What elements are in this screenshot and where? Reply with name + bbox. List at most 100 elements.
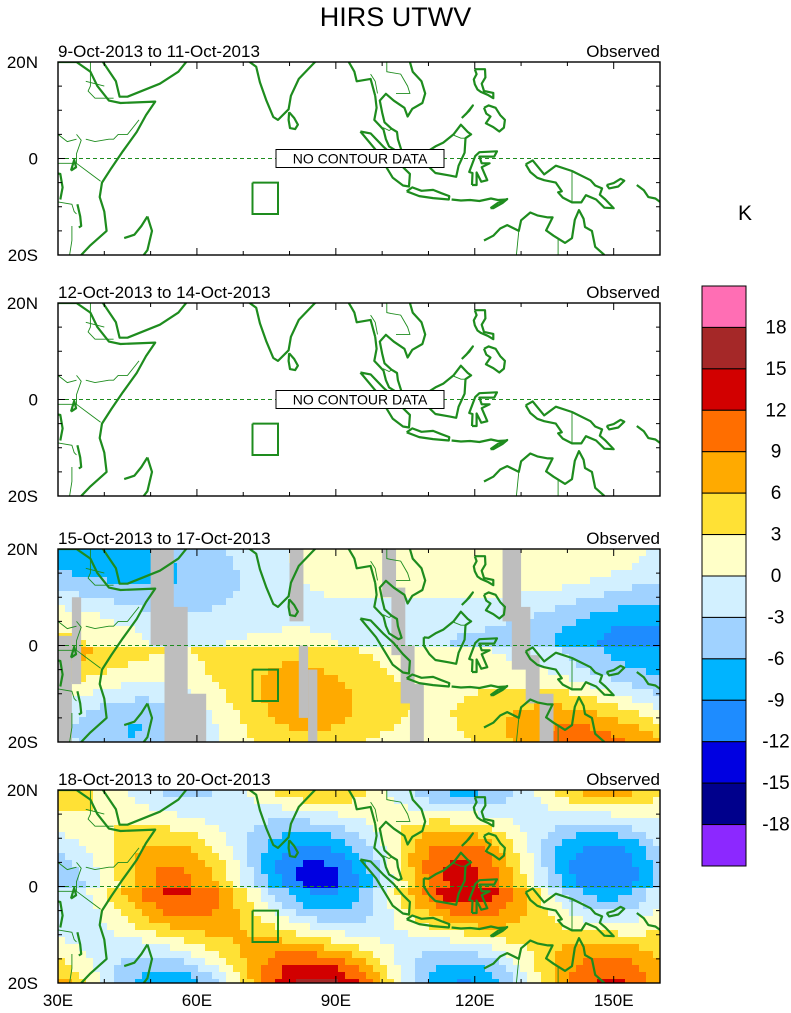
anomaly-cell xyxy=(471,654,479,662)
anomaly-cell xyxy=(478,930,486,938)
anomaly-cell xyxy=(177,839,185,847)
anomaly-cell xyxy=(457,923,465,931)
anomaly-cell xyxy=(422,661,430,669)
anomaly-cell xyxy=(338,965,346,973)
anomaly-cell xyxy=(233,668,241,676)
anomaly-cell xyxy=(317,668,325,676)
anomaly-cell xyxy=(93,612,101,620)
anomaly-cell xyxy=(576,874,584,882)
anomaly-cell xyxy=(611,577,619,585)
anomaly-cell xyxy=(219,874,227,882)
anomaly-cell xyxy=(373,626,381,634)
anomaly-cell xyxy=(100,944,108,952)
anomaly-cell xyxy=(639,951,647,959)
anomaly-cell xyxy=(198,972,206,980)
anomaly-cell xyxy=(618,839,626,847)
anomaly-cell xyxy=(114,958,122,966)
anomaly-cell xyxy=(331,682,339,690)
anomaly-cell xyxy=(583,937,591,945)
anomaly-cell xyxy=(429,570,437,578)
anomaly-cell xyxy=(184,633,192,641)
anomaly-cell xyxy=(443,640,451,648)
anomaly-cell xyxy=(191,668,199,676)
anomaly-cell xyxy=(359,738,367,742)
anomaly-cell xyxy=(401,738,409,742)
anomaly-cell xyxy=(149,881,157,889)
anomaly-cell xyxy=(72,832,80,840)
anomaly-cell xyxy=(219,916,227,924)
anomaly-cell xyxy=(625,902,633,910)
anomaly-cell xyxy=(534,724,542,732)
anomaly-cell xyxy=(373,860,381,868)
anomaly-cell xyxy=(373,703,381,711)
anomaly-cell xyxy=(646,944,654,952)
anomaly-cell xyxy=(135,930,143,938)
anomaly-cell xyxy=(394,790,402,798)
anomaly-cell xyxy=(177,797,185,805)
anomaly-cell xyxy=(268,717,276,725)
anomaly-cell xyxy=(576,577,584,585)
anomaly-cell xyxy=(401,563,409,571)
anomaly-cell xyxy=(268,605,276,613)
anomaly-cell xyxy=(604,923,612,931)
anomaly-cell xyxy=(317,633,325,641)
anomaly-cell xyxy=(338,654,346,662)
anomaly-cell xyxy=(443,797,451,805)
anomaly-cell xyxy=(499,895,507,903)
anomaly-cell xyxy=(233,661,241,669)
anomaly-cell xyxy=(114,724,122,732)
anomaly-cell xyxy=(429,605,437,613)
anomaly-cell xyxy=(331,944,339,952)
anomaly-cell xyxy=(387,825,395,833)
anomaly-cell xyxy=(93,923,101,931)
anomaly-cell xyxy=(135,916,143,924)
anomaly-cell xyxy=(569,668,577,676)
anomaly-cell xyxy=(590,895,598,903)
anomaly-cell xyxy=(387,860,395,868)
anomaly-cell xyxy=(513,909,521,917)
anomaly-cell xyxy=(345,591,353,599)
anomaly-cell xyxy=(653,647,660,655)
anomaly-cell xyxy=(520,818,528,826)
anomaly-cell xyxy=(618,951,626,959)
anomaly-cell xyxy=(163,944,171,952)
anomaly-cell xyxy=(443,790,451,798)
anomaly-cell xyxy=(408,804,416,812)
anomaly-cell xyxy=(639,703,647,711)
anomaly-cell xyxy=(282,951,290,959)
anomaly-cell xyxy=(443,731,451,739)
anomaly-cell xyxy=(422,619,430,627)
anomaly-cell xyxy=(394,874,402,882)
anomaly-cell xyxy=(562,605,570,613)
anomaly-cell xyxy=(380,818,388,826)
anomaly-cell xyxy=(128,860,136,868)
anomaly-cell xyxy=(177,591,185,599)
anomaly-cell xyxy=(499,675,507,683)
anomaly-cell xyxy=(597,570,605,578)
anomaly-cell xyxy=(86,577,94,585)
anomaly-cell xyxy=(618,619,626,627)
anomaly-cell xyxy=(282,556,290,564)
anomaly-cell xyxy=(121,549,129,557)
anomaly-cell xyxy=(471,797,479,805)
anomaly-cell xyxy=(338,909,346,917)
anomaly-cell xyxy=(114,923,122,931)
anomaly-cell xyxy=(464,633,472,641)
anomaly-cell xyxy=(604,825,612,833)
anomaly-cell xyxy=(100,584,108,592)
anomaly-cell xyxy=(338,612,346,620)
anomaly-cell xyxy=(219,867,227,875)
anomaly-cell xyxy=(639,944,647,952)
anomaly-cell xyxy=(604,839,612,847)
anomaly-cell xyxy=(198,965,206,973)
anomaly-cell xyxy=(114,556,122,564)
country-border xyxy=(515,230,520,255)
anomaly-cell xyxy=(478,731,486,739)
anomaly-cell xyxy=(296,930,304,938)
anomaly-cell xyxy=(422,825,430,833)
anomaly-cell xyxy=(457,888,465,896)
anomaly-cell xyxy=(205,731,213,739)
anomaly-cell xyxy=(205,696,213,704)
anomaly-cell xyxy=(226,584,234,592)
anomaly-cell xyxy=(282,930,290,938)
